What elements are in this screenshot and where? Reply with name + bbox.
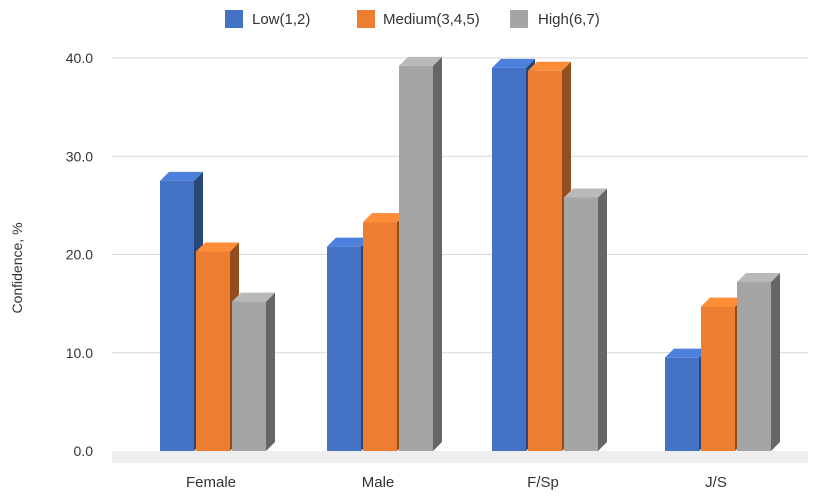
- bar-front: [701, 306, 735, 451]
- bar-front: [363, 222, 397, 451]
- bar-top: [737, 273, 780, 283]
- chart-floor: [112, 451, 808, 463]
- bar-front: [196, 251, 230, 451]
- y-axis-title: Confidence, %: [9, 222, 25, 313]
- floor-plane: [112, 451, 808, 463]
- bar-top: [160, 171, 203, 181]
- y-tick-label: 10.0: [66, 345, 93, 361]
- legend-swatch: [510, 10, 528, 28]
- bar-front: [492, 67, 526, 451]
- bar-front: [232, 301, 266, 451]
- x-axis-ticks: Female Male F/Sp J/S: [186, 474, 727, 491]
- legend-item[interactable]: Medium(3,4,5): [357, 10, 480, 28]
- bars: [160, 56, 780, 452]
- bar-front: [665, 357, 699, 451]
- bar: [564, 188, 607, 451]
- bar-front: [528, 70, 562, 452]
- bar-top: [701, 297, 744, 307]
- bar-top: [665, 348, 708, 358]
- bar-front: [564, 197, 598, 451]
- x-tick-label: Male: [362, 474, 395, 491]
- bar-side: [266, 292, 275, 451]
- legend-swatch: [225, 10, 243, 28]
- legend-label: Low(1,2): [252, 11, 310, 28]
- legend-swatch: [357, 10, 375, 28]
- bar-top: [399, 56, 442, 66]
- legend-label: High(6,7): [538, 11, 600, 28]
- bar: [399, 56, 442, 452]
- bar-front: [160, 180, 194, 451]
- bar-top: [564, 188, 607, 198]
- y-tick-label: 30.0: [66, 148, 93, 164]
- x-tick-label: Female: [186, 474, 236, 491]
- bar-top: [196, 242, 239, 252]
- legend[interactable]: Low(1,2) Medium(3,4,5) High(6,7): [225, 10, 600, 28]
- x-tick-label: J/S: [705, 474, 727, 491]
- x-tick-label: F/Sp: [527, 474, 559, 491]
- y-tick-label: 20.0: [66, 247, 93, 263]
- bar: [737, 273, 780, 451]
- bar-front: [327, 246, 361, 451]
- bar-front: [737, 282, 771, 451]
- legend-item[interactable]: High(6,7): [510, 10, 600, 28]
- bar: [232, 292, 275, 451]
- bar-front: [399, 65, 433, 452]
- legend-label: Medium(3,4,5): [383, 11, 480, 28]
- y-tick-label: 40.0: [66, 50, 93, 66]
- bar-side: [433, 56, 442, 452]
- bar-top: [528, 61, 571, 71]
- bar-side: [598, 188, 607, 451]
- bar-top: [363, 213, 406, 223]
- bar-side: [771, 273, 780, 451]
- y-tick-label: 0.0: [74, 443, 94, 459]
- bar: [196, 242, 239, 451]
- bar-top: [232, 292, 275, 302]
- bar-top: [327, 237, 370, 247]
- bar-top: [492, 58, 535, 68]
- legend-item[interactable]: Low(1,2): [225, 10, 310, 28]
- y-axis-ticks: 0.0 10.0 20.0 30.0 40.0: [66, 50, 93, 459]
